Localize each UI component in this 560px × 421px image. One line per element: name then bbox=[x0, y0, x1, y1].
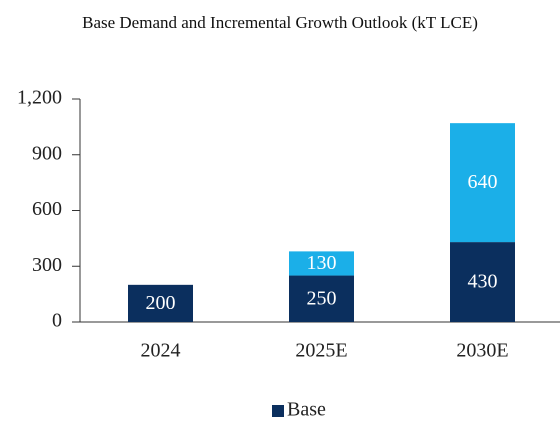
y-tick-label: 600 bbox=[32, 198, 62, 220]
y-tick-label: 300 bbox=[32, 254, 62, 276]
data-label: 250 bbox=[307, 287, 337, 309]
bar-segment bbox=[450, 242, 515, 322]
data-label: 200 bbox=[146, 292, 176, 314]
bar-segment bbox=[128, 284, 193, 322]
y-tick-label: 900 bbox=[32, 142, 62, 164]
data-label: 640 bbox=[468, 171, 498, 193]
x-tick-label: 2030E bbox=[456, 340, 508, 362]
legend-label: Base bbox=[287, 399, 326, 421]
chart-title: Base Demand and Incremental Growth Outlo… bbox=[82, 13, 478, 32]
legend-swatch bbox=[272, 405, 284, 417]
x-tick-label: 2025E bbox=[295, 340, 347, 362]
y-tick-label: 0 bbox=[52, 310, 62, 332]
bar-segment bbox=[289, 275, 354, 322]
data-label: 130 bbox=[307, 252, 337, 274]
bar-segment bbox=[289, 251, 354, 276]
x-tick-label: 2024 bbox=[141, 340, 181, 362]
data-label: 430 bbox=[468, 271, 498, 293]
bar-segment bbox=[450, 123, 515, 243]
y-tick-label: 1,200 bbox=[17, 87, 62, 109]
